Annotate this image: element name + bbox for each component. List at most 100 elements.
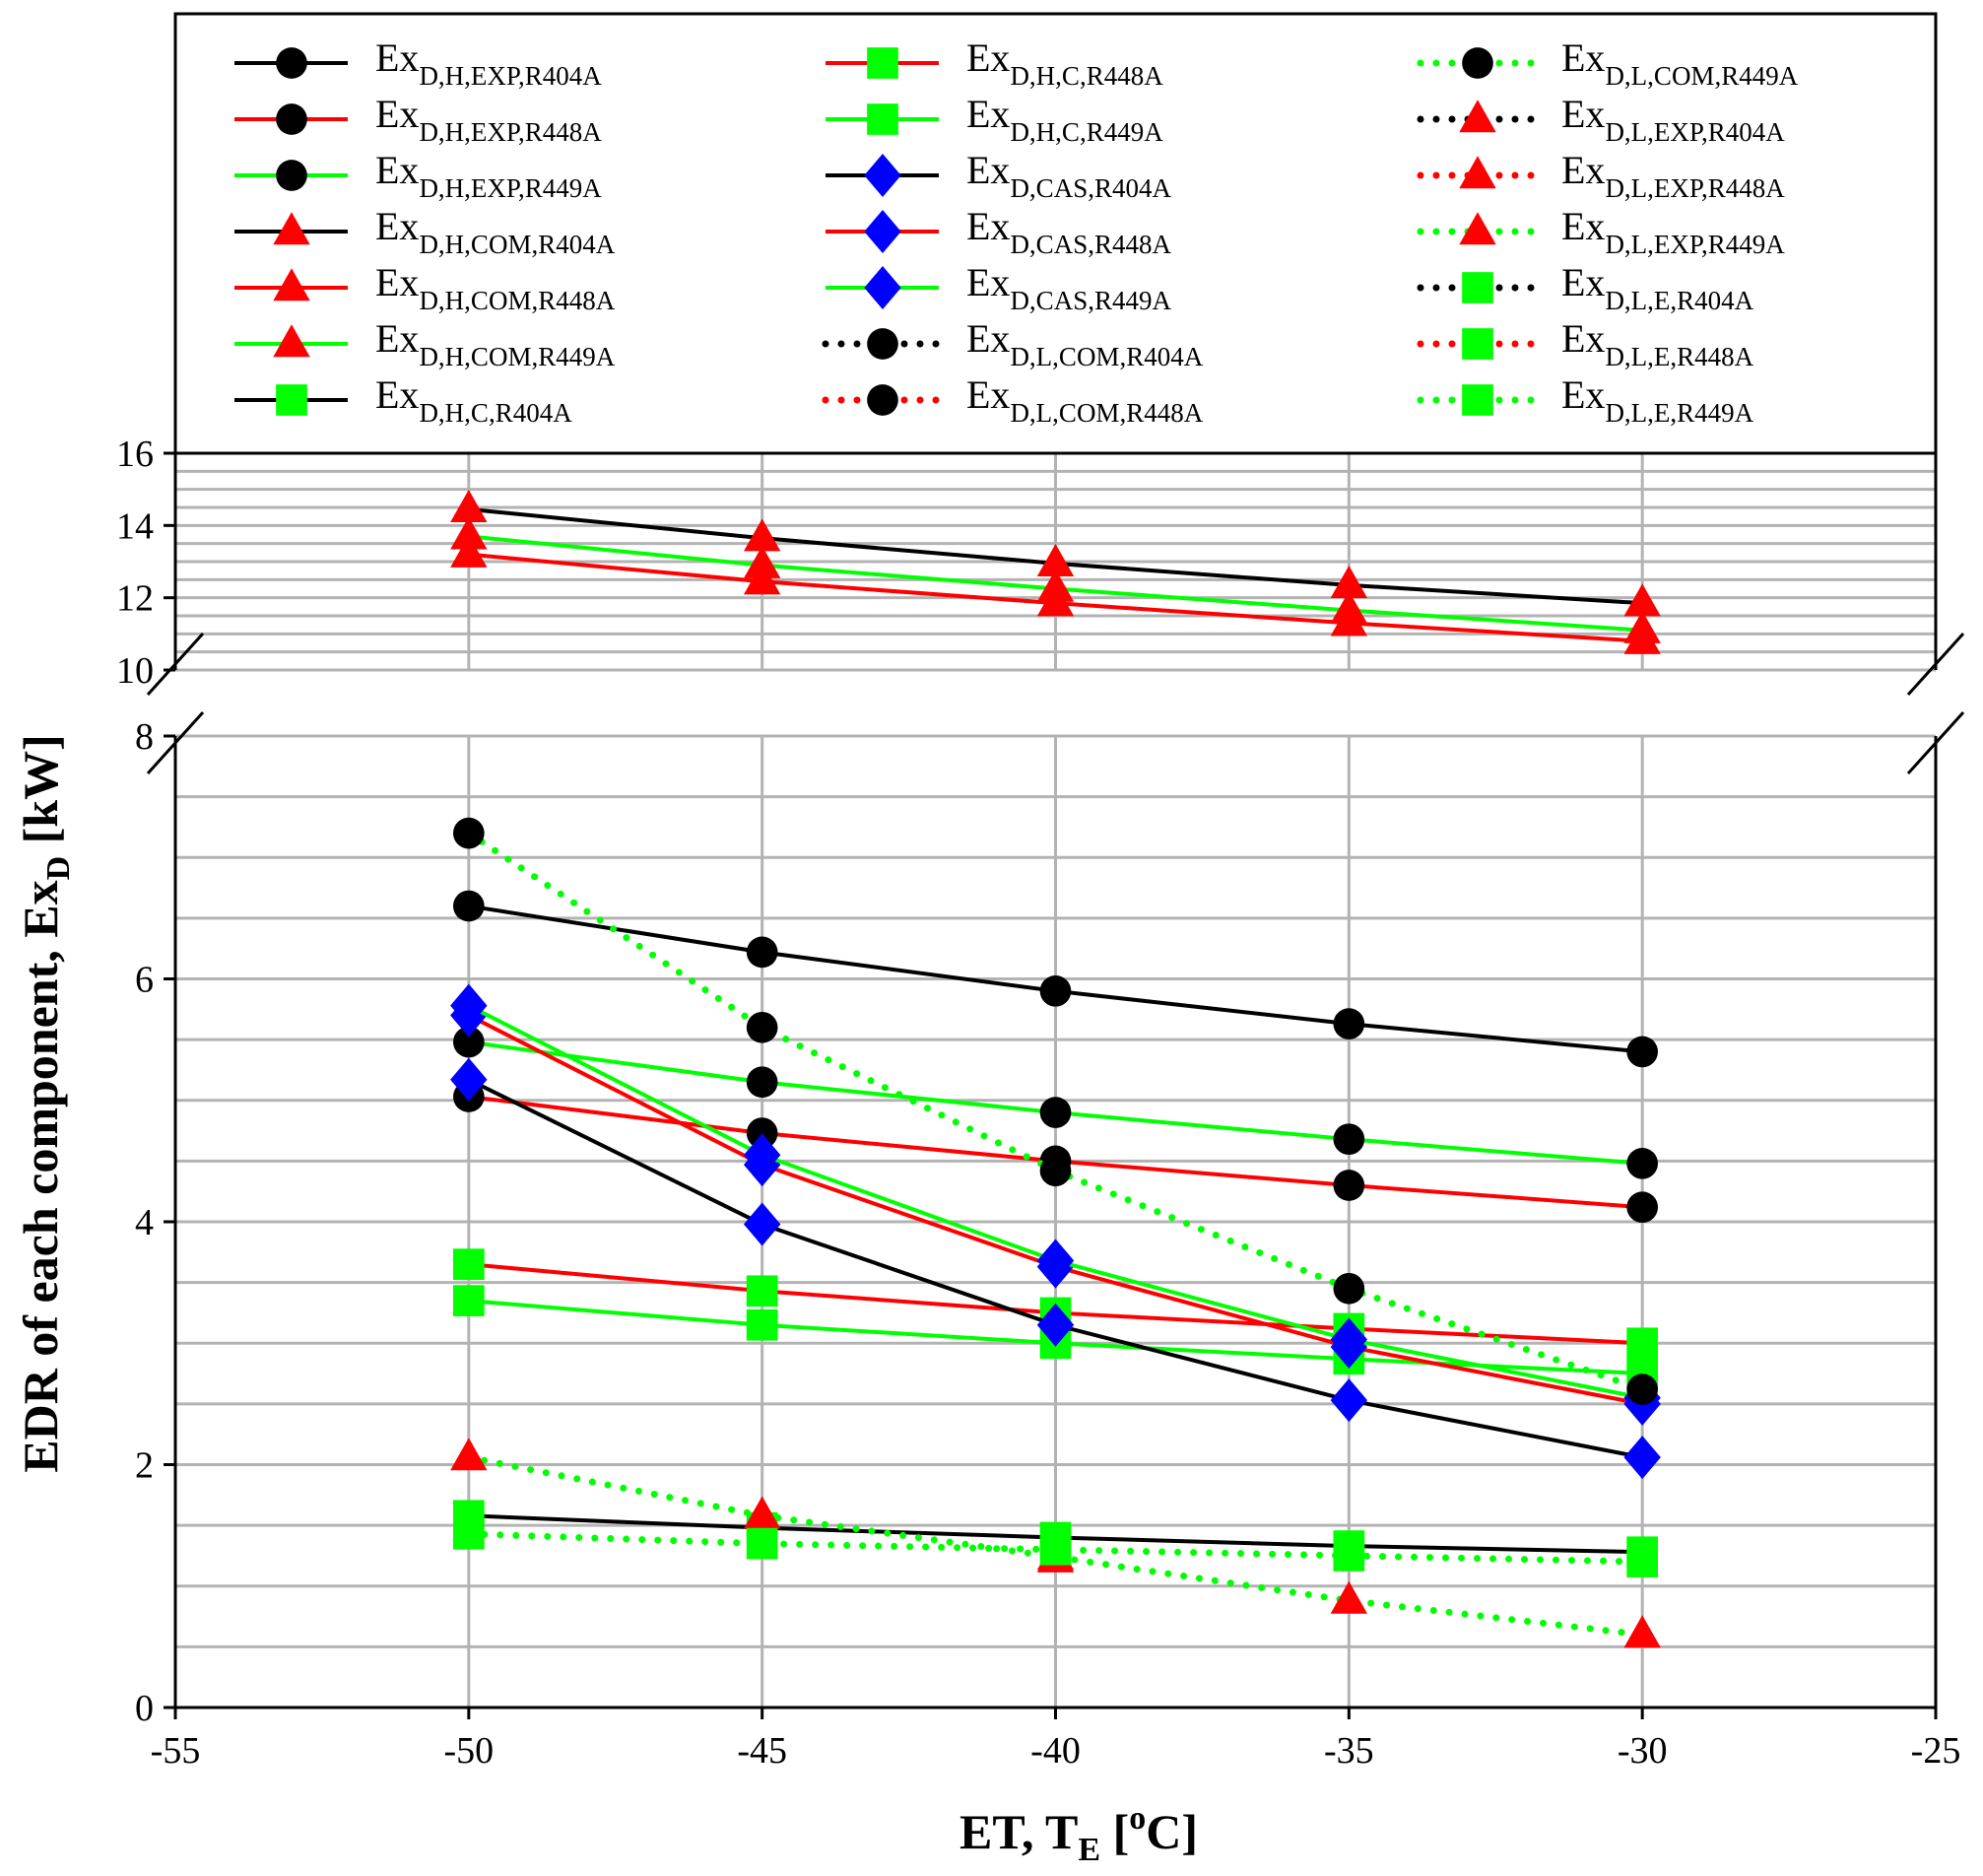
data-point — [1333, 1123, 1365, 1156]
data-point — [746, 1066, 778, 1099]
data-point — [1623, 583, 1661, 617]
legend-marker — [867, 47, 898, 79]
legend-label-main: Ex — [375, 316, 419, 361]
legend-entry: ExD,L,E,R449A — [1417, 372, 1754, 428]
data-point — [1623, 1436, 1661, 1480]
data-point — [743, 1133, 781, 1177]
legend-label-main: Ex — [375, 35, 419, 80]
legend-label: ExD,CAS,R449A — [966, 260, 1171, 315]
data-point — [450, 983, 488, 1028]
legend-label-sub: D,L,COM,R448A — [1010, 398, 1203, 428]
y-tick-label: 12 — [116, 578, 154, 620]
data-point — [450, 534, 488, 568]
data-point — [1330, 1317, 1368, 1362]
legend-entry: ExD,H,C,R449A — [826, 92, 1163, 147]
data-point — [1036, 1303, 1075, 1347]
data-point — [743, 1496, 781, 1529]
x-axis-label-bracket: [ — [1100, 1804, 1129, 1859]
series-d-h-com-r404a — [450, 490, 1661, 617]
y-tick-label: 14 — [116, 505, 154, 547]
data-point — [743, 518, 781, 552]
y-axis-label-sub: D — [40, 856, 77, 881]
data-point — [746, 1275, 778, 1307]
legend-label-sub: D,H,COM,R448A — [419, 286, 615, 315]
data-point — [1333, 1008, 1365, 1039]
legend-label-sub: D,H,C,R448A — [1010, 61, 1163, 91]
legend-label: ExD,L,EXP,R448A — [1561, 148, 1785, 203]
data-point — [1039, 1155, 1072, 1187]
legend-marker — [867, 103, 898, 135]
data-point — [452, 890, 485, 922]
legend-label-sub: D,L,EXP,R448A — [1605, 173, 1785, 203]
legend-label-main: Ex — [1561, 316, 1605, 361]
legend-marker — [273, 268, 310, 302]
series-d-l-e-r449a — [452, 1517, 1659, 1577]
legend-label: ExD,H,EXP,R404A — [375, 35, 602, 91]
legend-entry: ExD,H,EXP,R404A — [234, 35, 602, 91]
x-tick-label: -35 — [1324, 1730, 1374, 1772]
y-axis-label-unit: [kW] — [13, 734, 68, 856]
series-d-l-com-r449a — [452, 817, 1659, 1405]
data-point — [452, 817, 485, 849]
x-tick-label: -45 — [737, 1730, 787, 1772]
data-point — [452, 1517, 485, 1550]
data-point — [1330, 1378, 1368, 1423]
legend-entry: ExD,L,EXP,R404A — [1417, 92, 1785, 147]
data-point — [450, 1057, 488, 1102]
legend-marker — [1462, 328, 1493, 360]
x-tick-label: -30 — [1618, 1730, 1668, 1772]
legend-label: ExD,L,COM,R404A — [966, 316, 1204, 371]
legend-label-sub: D,L,COM,R404A — [1010, 342, 1203, 371]
data-point — [743, 545, 781, 578]
data-series — [450, 490, 1661, 1648]
y-axis-label-main: EDR of each component, Ex — [13, 880, 68, 1472]
legend-label-sub: D,L,EXP,R404A — [1605, 117, 1785, 147]
legend-label-sub: D,H,COM,R404A — [419, 230, 615, 259]
series-line — [465, 1530, 1646, 1566]
legend-label: ExD,L,COM,R448A — [966, 372, 1204, 428]
legend-marker — [276, 160, 307, 191]
data-point — [1623, 1615, 1661, 1648]
y-axis-label: EDR of each component, ExD [kW] — [13, 734, 77, 1473]
legend-marker — [1462, 384, 1493, 416]
legend-label-sub: D,H,C,R404A — [419, 398, 572, 428]
legend-marker — [864, 210, 901, 253]
legend-label-main: Ex — [1561, 35, 1605, 80]
legend-entry: ExD,L,EXP,R449A — [1417, 204, 1785, 259]
data-point — [746, 936, 778, 969]
legend-label-sub: D,H,COM,R449A — [419, 342, 615, 371]
legend-label-sub: D,L,COM,R449A — [1605, 61, 1798, 91]
data-point — [450, 1438, 488, 1471]
legend-label-sub: D,CAS,R449A — [1010, 286, 1171, 315]
data-point — [1626, 1036, 1659, 1068]
legend-entry: ExD,CAS,R448A — [826, 204, 1171, 259]
legend-label: ExD,L,E,R448A — [1561, 316, 1754, 371]
legend-marker — [1459, 212, 1496, 245]
series-line — [465, 1453, 1646, 1639]
legend-marker — [273, 212, 310, 245]
legend-entry: ExD,H,C,R448A — [826, 35, 1163, 91]
legend-entry: ExD,CAS,R404A — [826, 148, 1171, 203]
legend-marker — [864, 266, 901, 309]
data-point — [452, 1248, 485, 1280]
legend-label: ExD,L,EXP,R404A — [1561, 92, 1785, 147]
legend-label-main: Ex — [966, 372, 1010, 417]
legend-label-sub: D,CAS,R404A — [1010, 173, 1171, 203]
legend-marker — [1459, 100, 1496, 133]
data-point — [1039, 974, 1072, 1007]
data-point — [1039, 1533, 1072, 1566]
legend-label: ExD,H,EXP,R448A — [375, 92, 602, 147]
legend-label-main: Ex — [966, 316, 1010, 361]
legend-entry: ExD,H,C,R404A — [234, 372, 572, 428]
legend-entry: ExD,H,COM,R449A — [234, 316, 616, 371]
legend-entry: ExD,H,EXP,R448A — [234, 92, 602, 147]
x-axis-label-sup: o — [1129, 1800, 1146, 1837]
data-point — [746, 1527, 778, 1560]
legend-entry: ExD,L,E,R404A — [1417, 260, 1754, 315]
legend-entry: ExD,L,COM,R448A — [822, 372, 1204, 428]
legend-marker — [867, 328, 898, 360]
legend-label: ExD,H,COM,R404A — [375, 204, 616, 259]
data-point — [1330, 590, 1368, 624]
legend-label-main: Ex — [375, 204, 419, 248]
legend-label: ExD,L,E,R404A — [1561, 260, 1754, 315]
